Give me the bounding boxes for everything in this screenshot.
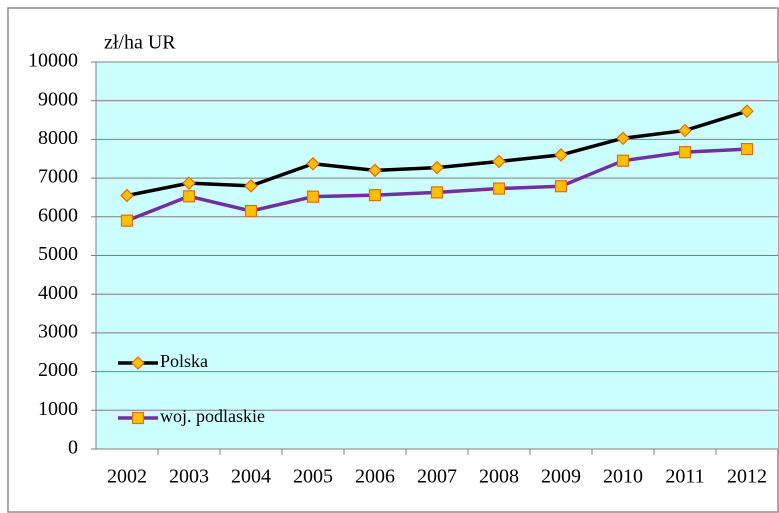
y-tick-label: 8000 [38,127,78,149]
data-point [368,163,382,178]
y-tick-label: 4000 [38,282,78,304]
data-point [120,214,134,227]
y-tick-label: 6000 [38,204,78,226]
data-point [430,160,444,175]
y-tick-label: 7000 [38,166,78,188]
x-tick-label: 2008 [479,466,519,488]
data-point [368,189,382,202]
data-point [616,154,630,167]
data-point [678,123,692,138]
y-tick-label: 5000 [38,243,78,265]
x-tick-label: 2004 [231,466,271,488]
data-point [740,104,754,118]
data-point [120,188,134,203]
data-point [616,131,630,146]
y-tick-label: 3000 [38,320,78,342]
data-point [430,186,444,199]
data-point [182,190,196,203]
legend-label: Polska [160,351,208,371]
y-tick-label: 9000 [38,88,78,110]
y-tick-label: 10000 [28,50,78,72]
x-tick-label: 2012 [727,466,767,488]
x-tick-label: 2005 [293,466,333,488]
y-tick-label: 1000 [38,398,78,420]
x-tick-label: 2010 [603,466,643,488]
data-point [244,178,258,193]
data-point [740,142,754,156]
legend-marker [131,356,145,370]
y-tick-label: 0 [68,437,78,459]
data-point [244,204,258,218]
legend-marker [131,411,145,425]
x-tick-label: 2007 [417,466,457,488]
x-tick-label: 2002 [107,466,147,488]
data-point [678,146,692,159]
x-tick-label: 2009 [541,466,581,488]
data-point [306,190,320,203]
data-point [306,156,320,171]
legend-label: woj. podlaskie [160,406,265,426]
y-unit-label: zł/ha UR [104,32,176,54]
data-point [492,154,506,169]
data-point [492,182,506,195]
data-point [554,148,568,162]
data-point [554,180,568,193]
x-tick-label: 2003 [169,466,209,488]
y-tick-label: 2000 [38,359,78,381]
x-tick-label: 2011 [665,466,704,488]
x-tick-label: 2006 [355,466,395,488]
data-point [182,176,196,190]
